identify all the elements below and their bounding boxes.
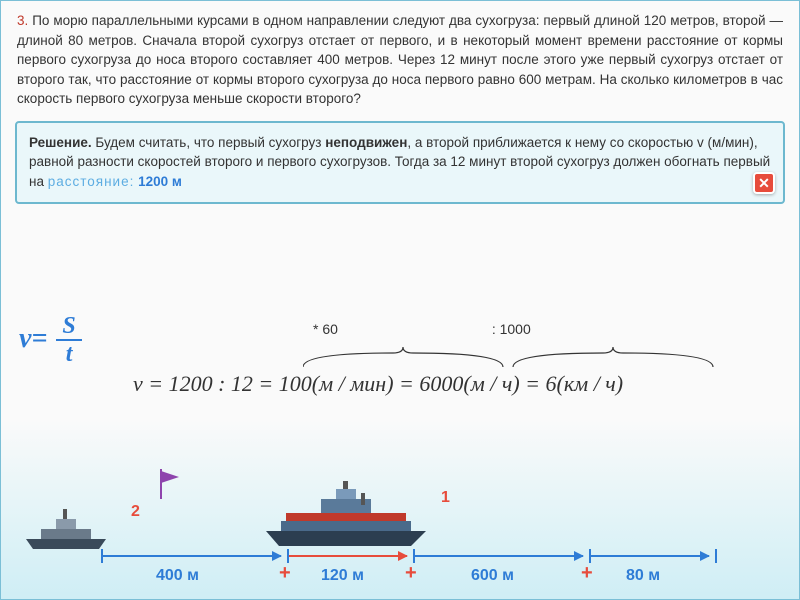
- problem-number: 3.: [17, 13, 28, 28]
- formula-numerator: S: [56, 313, 81, 341]
- formula-v: v: [19, 323, 31, 354]
- solution-box: Решение. Будем считать, что первый сухог…: [15, 121, 785, 204]
- diagram-area: 2 1 400 м 120 м 600 м 80 м + + +: [1, 419, 800, 599]
- distance-label: 80 м: [626, 567, 660, 585]
- problem-body: По морю параллельными курсами в одном на…: [17, 13, 783, 106]
- distance-label: 120 м: [321, 567, 364, 585]
- plus-sign: +: [405, 562, 417, 585]
- mul-label: * 60: [313, 321, 338, 337]
- tick-mark: [589, 549, 591, 563]
- problem-text: 3. По морю параллельными курсами в одном…: [1, 1, 799, 115]
- ship-1-icon: [261, 481, 431, 551]
- tick-mark: [413, 549, 415, 563]
- solution-answer: 1200 м: [138, 174, 182, 189]
- close-icon[interactable]: ✕: [753, 172, 775, 194]
- distance-label: 400 м: [156, 567, 199, 585]
- div-label: : 1000: [492, 321, 531, 337]
- formula-eq: =: [31, 323, 47, 354]
- ship-2-icon: [21, 501, 111, 551]
- brace-icon: [303, 347, 723, 369]
- flag-icon: [159, 469, 183, 499]
- tick-mark: [715, 549, 717, 563]
- solution-bold: неподвижен: [325, 135, 407, 150]
- velocity-formula: v= S t: [19, 313, 82, 368]
- arrow-segment: [287, 555, 407, 557]
- plus-sign: +: [279, 562, 291, 585]
- solution-text-1: Будем считать, что первый сухогруз: [95, 135, 325, 150]
- formula-fraction: S t: [56, 313, 81, 368]
- arrow-segment: [413, 555, 583, 557]
- distance-label: 600 м: [471, 567, 514, 585]
- formula-denominator: t: [56, 341, 81, 367]
- ship-1-label: 1: [441, 489, 450, 507]
- calc-labels: * 60 : 1000: [313, 321, 681, 337]
- arrow-segment: [589, 555, 709, 557]
- tick-mark: [101, 549, 103, 563]
- tick-mark: [287, 549, 289, 563]
- arrow-segment: [101, 555, 281, 557]
- calculation-expression: v = 1200 : 12 = 100(м / мин) = 6000(м / …: [133, 371, 623, 397]
- solution-label: Решение.: [29, 135, 92, 150]
- ship-2-label: 2: [131, 503, 140, 521]
- solution-highlight: расстояние:: [48, 174, 135, 189]
- page: 3. По морю параллельными курсами в одном…: [0, 0, 800, 600]
- plus-sign: +: [581, 562, 593, 585]
